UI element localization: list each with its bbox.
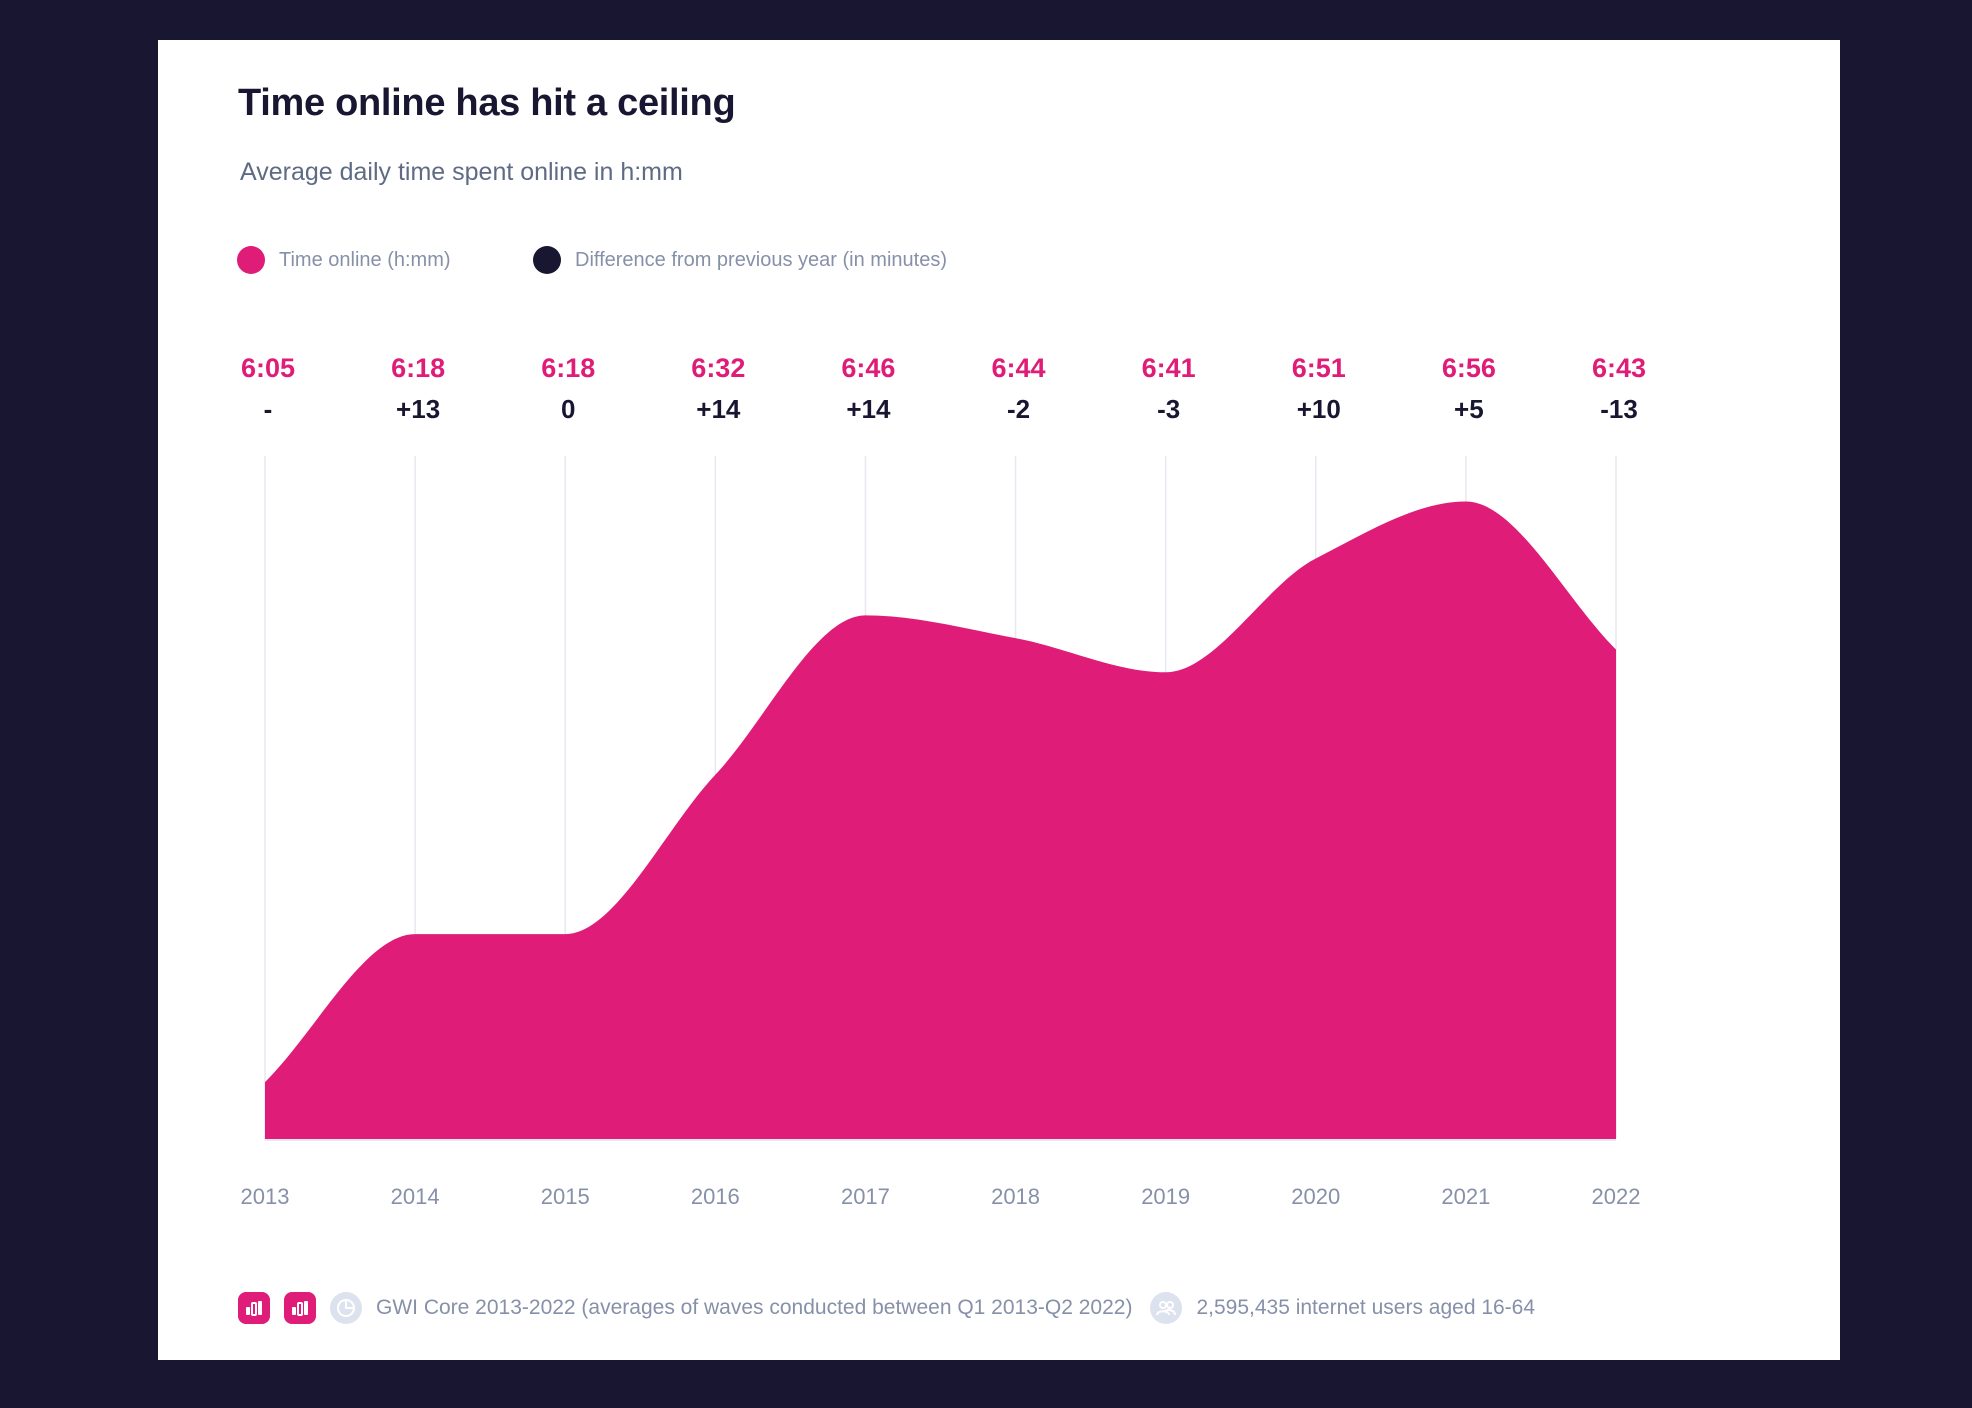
x-tick-label-2013: 2013 [241,1184,290,1209]
sample-text: 2,595,435 internet users aged 16-64 [1196,1296,1536,1319]
users-icon [1150,1292,1183,1324]
diff-label-2017: +14 [846,394,891,424]
time-label-2017: 6:46 [841,353,895,383]
chart-title: Time online has hit a ceiling [238,82,736,124]
time-label-2022: 6:43 [1592,353,1646,383]
source-text: GWI Core 2013-2022 (averages of waves co… [376,1296,1133,1319]
footer: GWI Core 2013-2022 (averages of waves co… [238,1290,1553,1326]
time-label-2020: 6:51 [1292,353,1346,383]
time-label-2014: 6:18 [391,353,445,383]
legend-item-time-online: Time online (h:mm) [237,246,451,274]
x-tick-label-2016: 2016 [691,1184,740,1209]
diff-label-2014: +13 [396,394,440,424]
chart-card: Time online has hit a ceiling Average da… [158,40,1840,1360]
pie-chart-icon [330,1292,362,1324]
chart-subtitle: Average daily time spent online in h:mm [240,158,683,186]
diff-label-2013: - [264,394,273,424]
diff-label-2021: +5 [1454,394,1484,424]
diff-label-2020: +10 [1297,394,1341,424]
diff-label-2018: -2 [1007,394,1030,424]
legend-label: Difference from previous year (in minute… [575,248,947,271]
x-tick-label-2020: 2020 [1291,1184,1340,1209]
legend-label: Time online (h:mm) [279,248,451,271]
time-label-2019: 6:41 [1142,353,1196,383]
time-label-2015: 6:18 [541,353,595,383]
legend-item-difference: Difference from previous year (in minute… [533,246,947,274]
x-tick-label-2018: 2018 [991,1184,1040,1209]
diff-label-2019: -3 [1157,394,1180,424]
x-tick-label-2017: 2017 [841,1184,890,1209]
time-label-2013: 6:05 [241,353,295,383]
x-tick-label-2022: 2022 [1592,1184,1641,1209]
time-label-2018: 6:44 [992,353,1046,383]
time-label-2021: 6:56 [1442,353,1496,383]
diff-label-2015: 0 [561,394,575,424]
x-tick-label-2015: 2015 [541,1184,590,1209]
diff-label-2016: +14 [696,394,741,424]
x-tick-label-2019: 2019 [1141,1184,1190,1209]
legend-dot-pink [237,246,265,274]
time-online-area [265,501,1616,1139]
bar-chart-icon [238,1292,270,1324]
x-tick-label-2021: 2021 [1441,1184,1490,1209]
legend-dot-dark [533,246,561,274]
bar-chart-icon [284,1292,316,1324]
diff-label-2022: -13 [1600,394,1638,424]
area-chart: 6:05 - 6:18 +13 6:18 0 6:32 +14 6:46 +14 6:44 -2 6:4… [241,353,1647,1209]
x-tick-label-2014: 2014 [391,1184,440,1209]
time-label-2016: 6:32 [691,353,745,383]
